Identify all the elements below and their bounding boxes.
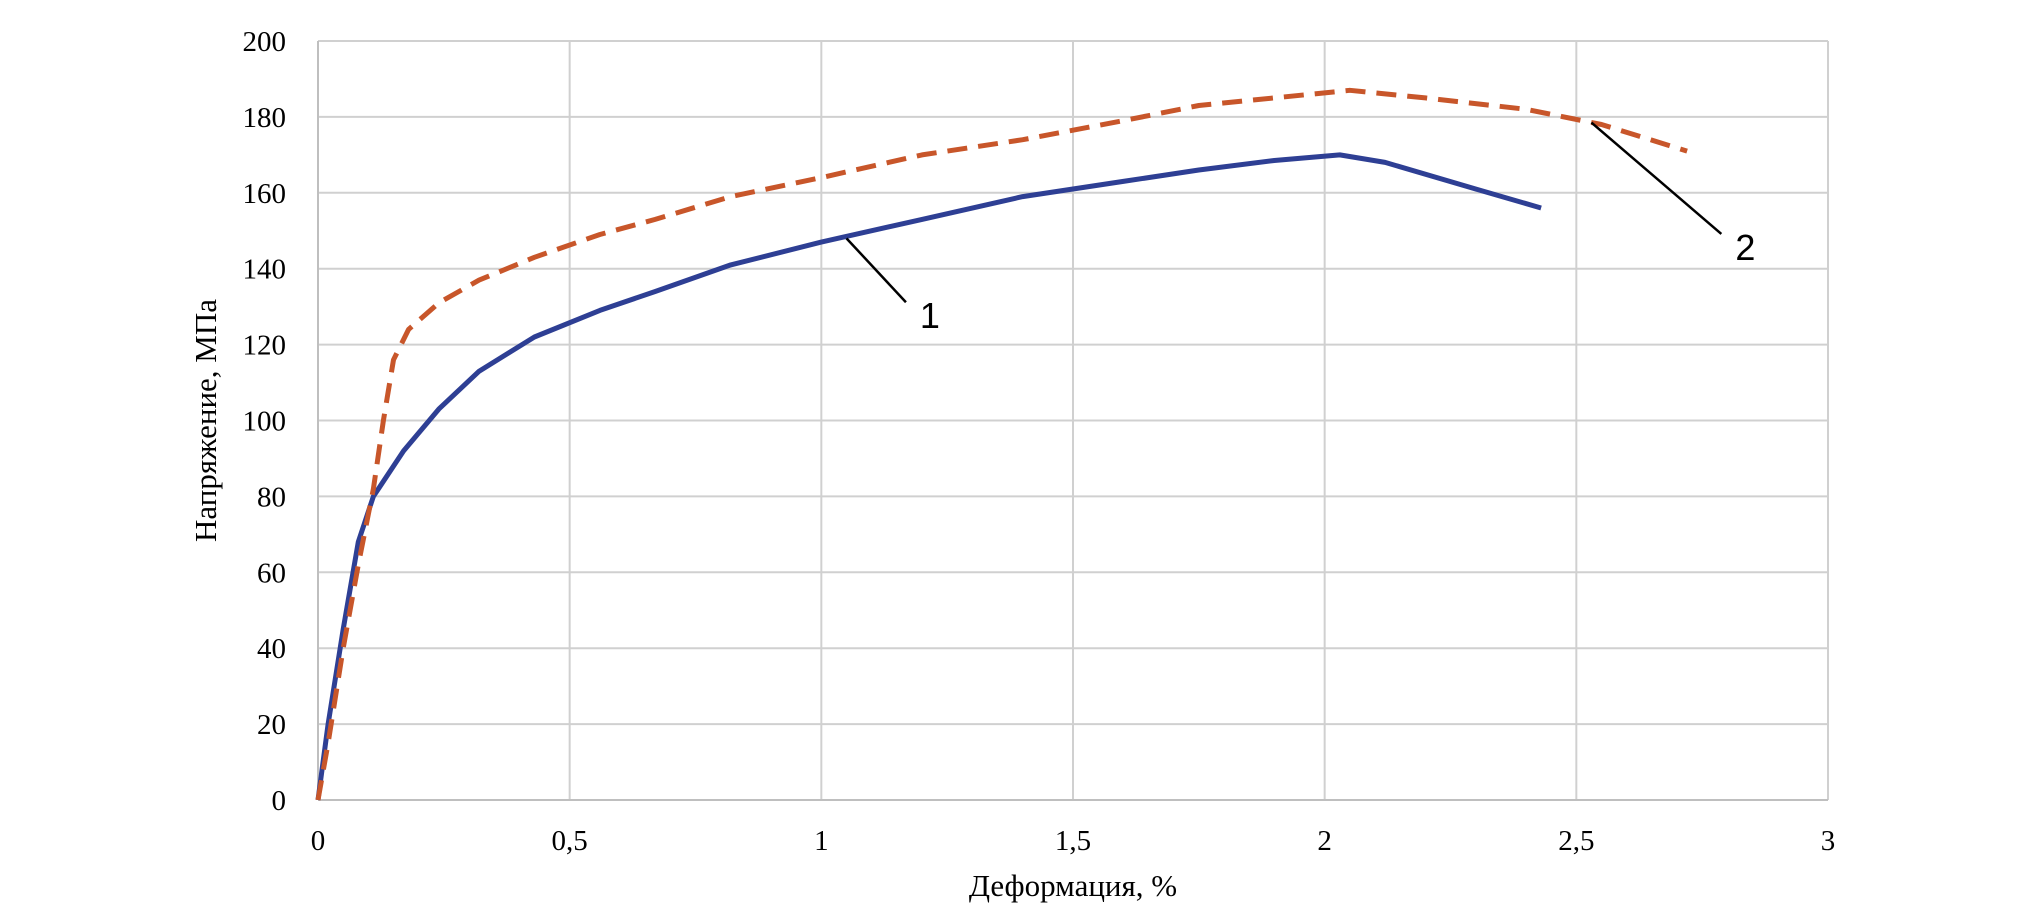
series-line-1	[315, 152, 1542, 801]
grid	[318, 40, 1829, 800]
leader-line-2	[1590, 121, 1723, 235]
axes	[317, 41, 1828, 801]
curve-label-2: 2	[1735, 227, 1755, 268]
series-line-2	[315, 87, 1688, 801]
curve-annotations: 12	[845, 121, 1755, 336]
leader-line-1	[845, 237, 907, 304]
y-tick-label: 0	[272, 785, 287, 817]
y-tick-label: 140	[243, 254, 287, 286]
y-tick-label: 100	[243, 406, 287, 438]
y-tick-label: 160	[243, 178, 287, 210]
curve-label-1: 1	[920, 295, 940, 336]
y-tick-label: 60	[257, 557, 286, 589]
x-tick-label: 2,5	[1558, 825, 1594, 857]
y-tick-label: 20	[257, 709, 286, 741]
y-axis-title: Напряжение, МПа	[188, 299, 223, 542]
x-tick-label: 2	[1317, 825, 1332, 857]
x-tick-label: 0,5	[552, 825, 588, 857]
x-tick-label: 3	[1821, 825, 1836, 857]
y-tick-label: 200	[243, 26, 287, 58]
y-tick-label: 180	[243, 102, 287, 134]
x-tick-label: 0	[311, 825, 326, 857]
data-series	[315, 87, 1688, 801]
x-tick-labels: 0 0,5 1 1,5 2 2,5 3	[311, 825, 1836, 857]
x-axis-title: Деформация, %	[969, 868, 1177, 903]
y-tick-labels: 0 20 40 60 80 100 120 140 160 180 200	[243, 26, 287, 817]
x-tick-label: 1	[814, 825, 829, 857]
y-tick-label: 40	[257, 633, 286, 665]
y-tick-label: 80	[257, 481, 286, 513]
x-tick-label: 1,5	[1055, 825, 1091, 857]
y-tick-label: 120	[243, 330, 287, 362]
